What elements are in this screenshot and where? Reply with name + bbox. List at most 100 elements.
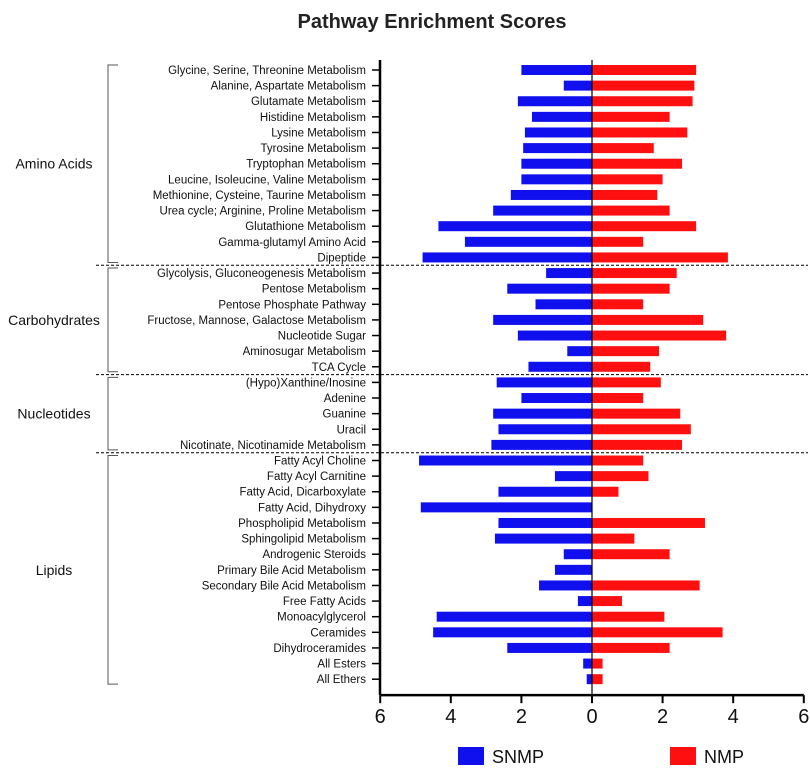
snmp-bar — [498, 424, 592, 435]
snmp-bar — [563, 80, 592, 91]
nmp-bar — [592, 80, 695, 91]
category-label: Methionine, Cysteine, Taurine Metabolism — [153, 190, 366, 202]
nmp-bar — [592, 377, 661, 388]
snmp-bar — [498, 517, 592, 528]
category-label: Nicotinate, Nicotinamide Metabolism — [180, 440, 366, 452]
category-label: Pentose Phosphate Pathway — [218, 299, 366, 311]
x-tick-label: 6 — [375, 706, 386, 728]
snmp-bar — [577, 596, 592, 607]
nmp-bar — [592, 221, 697, 232]
nmp-bar — [592, 549, 670, 560]
group-bracket — [107, 455, 118, 685]
snmp-bar — [586, 674, 592, 685]
nmp-bar — [592, 455, 644, 466]
nmp-bar — [592, 111, 670, 122]
category-label: Gamma-glutamyl Amino Acid — [218, 237, 366, 249]
category-label: Uracil — [337, 424, 366, 436]
snmp-bar — [517, 96, 592, 107]
x-tick-label: 6 — [798, 706, 809, 728]
nmp-bar — [592, 127, 688, 138]
snmp-bar — [496, 377, 592, 388]
group-label: Amino Acids — [15, 156, 92, 172]
snmp-bar — [493, 408, 592, 419]
snmp-bar — [546, 268, 592, 279]
nmp-bar — [592, 283, 670, 294]
snmp-bar — [493, 205, 592, 216]
snmp-bar — [523, 143, 592, 154]
x-tick-label: 4 — [728, 706, 739, 728]
nmp-bar — [592, 361, 651, 372]
snmp-bar — [493, 314, 592, 325]
category-label: Phospholipid Metabolism — [238, 518, 366, 530]
snmp-bar — [567, 346, 592, 357]
group-bracket — [107, 267, 118, 373]
nmp-bar — [592, 268, 677, 279]
bars-layer — [419, 65, 728, 685]
category-label: Urea cycle; Arginine, Proline Metabolism — [160, 206, 366, 218]
nmp-bar — [592, 330, 727, 341]
axes-layer: 6 4 2 0 2 4 6 — [372, 60, 809, 728]
x-tick-label: 2 — [657, 706, 668, 728]
category-label: Nucleotide Sugar — [278, 331, 366, 343]
snmp-bar — [535, 299, 592, 310]
category-label: Fatty Acyl Choline — [274, 456, 366, 468]
category-label: Tyrosine Metabolism — [261, 143, 366, 155]
category-label: (Hypo)Xanthine/Inosine — [246, 377, 366, 389]
category-label: Secondary Bile Acid Metabolism — [202, 580, 366, 592]
category-label: Sphingolipid Metabolism — [241, 534, 366, 546]
snmp-bar — [521, 65, 592, 75]
snmp-bar — [464, 236, 592, 247]
snmp-bar — [583, 658, 592, 669]
nmp-bar — [592, 674, 603, 685]
nmp-bar — [592, 65, 697, 75]
chart-title: Pathway Enrichment Scores — [298, 11, 567, 33]
category-label: Glutamate Metabolism — [251, 96, 366, 108]
nmp-bar — [592, 143, 654, 154]
nmp-bar — [592, 236, 644, 247]
category-label: Leucine, Isoleucine, Valine Metabolism — [168, 174, 366, 186]
group-label: Nucleotides — [17, 406, 90, 422]
nmp-bar — [592, 174, 663, 185]
category-label: Guanine — [323, 409, 366, 421]
snmp-bar — [528, 361, 592, 372]
category-label: Tryptophan Metabolism — [246, 159, 366, 171]
snmp-bar — [524, 127, 592, 138]
category-label: Primary Bile Acid Metabolism — [217, 565, 366, 577]
category-label: Lysine Metabolism — [271, 127, 366, 139]
legend-swatch-snmp — [458, 747, 484, 765]
nmp-bar — [592, 424, 691, 435]
snmp-bar — [433, 627, 592, 638]
snmp-bar — [420, 502, 592, 513]
category-label: Monoacylglycerol — [277, 612, 366, 624]
nmp-bar — [592, 596, 623, 607]
x-tick-label: 2 — [516, 706, 527, 728]
legend-swatch-nmp — [670, 747, 696, 765]
category-label: Histidine Metabolism — [260, 112, 366, 124]
snmp-bar — [438, 221, 592, 232]
snmp-bar — [491, 439, 592, 450]
category-label: Fatty Acid, Dicarboxylate — [239, 487, 366, 499]
legend: SNMP NMP — [458, 747, 744, 767]
category-label: Pentose Metabolism — [262, 284, 366, 296]
nmp-bar — [592, 658, 603, 669]
snmp-bar — [419, 455, 592, 466]
nmp-bar — [592, 252, 728, 263]
nmp-bar — [592, 299, 644, 310]
snmp-bar — [521, 158, 592, 169]
nmp-bar — [592, 611, 665, 622]
snmp-bar — [531, 111, 592, 122]
nmp-bar — [592, 533, 635, 544]
nmp-bar — [592, 96, 693, 107]
legend-label-snmp: SNMP — [492, 747, 544, 767]
category-label: Alanine, Aspartate Metabolism — [211, 81, 366, 93]
snmp-bar — [422, 252, 592, 263]
category-label: Fatty Acid, Dihydroxy — [258, 502, 366, 514]
nmp-bar — [592, 205, 670, 216]
snmp-bar — [507, 642, 592, 653]
snmp-bar — [554, 471, 592, 482]
nmp-bar — [592, 439, 683, 450]
group-brackets-layer: Amino Acids Carbohydrates Nucleotides Lipid… — [8, 64, 808, 685]
category-label: Adenine — [324, 393, 366, 405]
snmp-bar — [521, 174, 592, 185]
nmp-bar — [592, 158, 683, 169]
